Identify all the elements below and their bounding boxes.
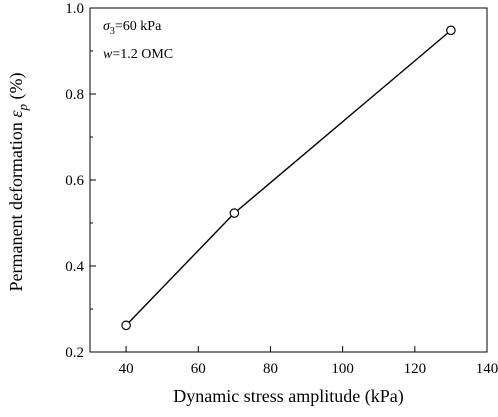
x-tick-label: 120 [404,361,427,377]
x-tick-label: 60 [191,361,206,377]
y-axis-label: Permanent deformation εp (%) [6,72,30,291]
series-group [121,25,456,331]
annotation-water-text: =1.2 OMC [112,47,173,62]
data-point [229,208,240,218]
annotation-water-symbol: w [103,47,113,62]
x-axis-label: Dynamic stress amplitude (kPa) [173,386,403,407]
y-tick-label: 1.0 [65,1,84,17]
series-line [125,29,452,326]
annotation-sigma3-symbol: σ [103,19,111,34]
x-tick-label: 40 [119,361,134,377]
y-tick-label: 0.6 [65,173,84,189]
y-axis-label-symbol: ε [6,110,26,118]
y-axis-ticks: 0.2 0.4 0.6 0.8 1.0 [65,1,96,361]
y-axis-label-unit: (%) [6,72,27,103]
x-tick-label: 100 [331,361,354,377]
data-point [446,25,456,36]
annotation-sigma3-subscript: 3 [110,26,115,37]
y-tick-label: 0.4 [65,259,84,275]
annotation-sigma3: σ3=60 kPa [103,19,162,37]
y-axis-label-subscript: p [15,103,30,111]
y-axis-label-main: Permanent deformation [6,118,26,292]
annotation-water-content: w=1.2 OMC [103,47,173,62]
x-tick-label: 80 [263,361,278,377]
y-tick-label: 0.2 [65,345,84,361]
y-tick-label: 0.8 [65,87,84,103]
x-axis-ticks: 40 60 80 100 120 140 [119,346,498,377]
data-point [121,320,131,331]
annotation-sigma3-text: =60 kPa [115,19,162,34]
x-tick-label: 140 [476,361,498,377]
